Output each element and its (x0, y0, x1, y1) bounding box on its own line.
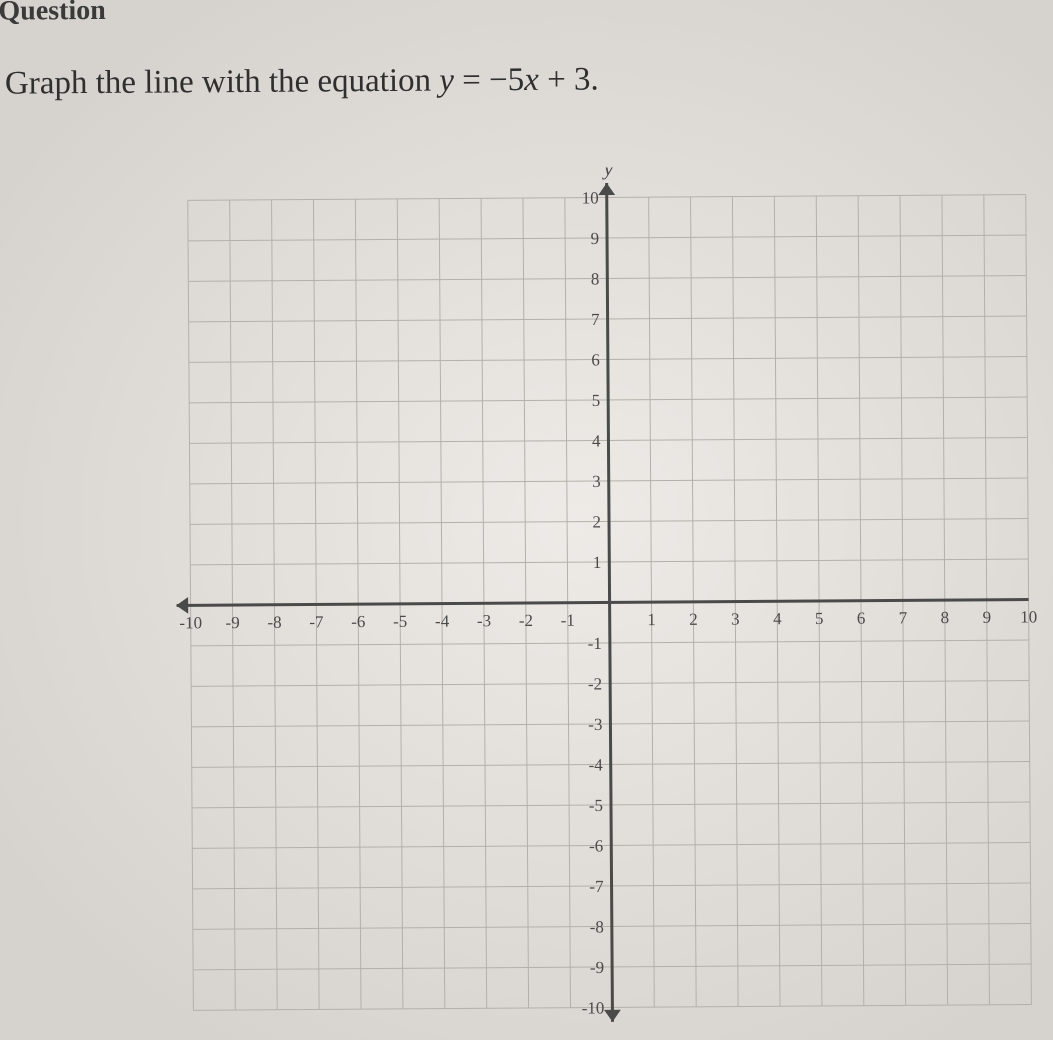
svg-text:-7: -7 (309, 612, 324, 631)
svg-text:3: 3 (731, 610, 740, 629)
svg-text:-2: -2 (519, 611, 533, 630)
svg-text:7: 7 (899, 608, 908, 627)
svg-text:3: 3 (592, 472, 601, 491)
svg-text:6: 6 (857, 609, 866, 628)
svg-text:-4: -4 (588, 755, 603, 774)
svg-text:1: 1 (647, 610, 656, 629)
svg-text:1: 1 (593, 553, 602, 572)
svg-text:-8: -8 (267, 613, 281, 632)
svg-text:-5: -5 (393, 612, 407, 631)
svg-text:-7: -7 (589, 877, 604, 896)
svg-text:5: 5 (592, 391, 601, 410)
svg-text:y: y (602, 164, 614, 180)
equation-rhs: −5x + 3. (489, 61, 599, 98)
svg-text:5: 5 (815, 609, 824, 628)
svg-text:8: 8 (591, 269, 600, 288)
svg-text:-9: -9 (225, 613, 239, 632)
equation-y: y (439, 62, 454, 98)
coordinate-grid: -10 -9 -8 -7 -6 -5 -4 -3 -2 -1 1 2 3 4 5 6 7 8 9 10 -10 -9 -8 -… (174, 164, 1050, 1040)
svg-text:-10: -10 (179, 613, 202, 632)
svg-text:-3: -3 (477, 611, 491, 630)
svg-text:8: 8 (941, 608, 950, 627)
svg-text:-2: -2 (588, 674, 602, 693)
section-heading: Question (0, 0, 106, 28)
svg-text:-4: -4 (435, 612, 450, 631)
svg-text:-3: -3 (588, 715, 602, 734)
svg-text:-8: -8 (590, 917, 604, 936)
svg-text:-9: -9 (590, 958, 604, 977)
svg-text:-5: -5 (589, 796, 603, 815)
svg-text:4: 4 (773, 609, 782, 628)
svg-text:2: 2 (689, 610, 698, 629)
svg-text:7: 7 (591, 310, 600, 329)
question-prompt: Graph the line with the equation y = −5x… (5, 61, 599, 102)
svg-text:10: 10 (582, 188, 599, 207)
svg-text:6: 6 (591, 350, 600, 369)
grid-svg: -10 -9 -8 -7 -6 -5 -4 -3 -2 -1 1 2 3 4 5 6 7 8 9 10 -10 -9 -8 -… (174, 164, 1050, 1040)
svg-text:-6: -6 (589, 836, 603, 855)
prompt-prefix: Graph the line with the equation (5, 63, 440, 102)
equation: y = −5x + 3. (439, 61, 599, 98)
svg-text:-1: -1 (561, 611, 575, 630)
equation-eq: = (454, 62, 489, 98)
svg-text:-10: -10 (582, 998, 605, 1017)
svg-text:4: 4 (592, 431, 601, 450)
svg-text:9: 9 (982, 608, 991, 627)
svg-text:-1: -1 (588, 634, 602, 653)
svg-text:2: 2 (592, 512, 601, 531)
svg-text:9: 9 (590, 229, 599, 248)
svg-text:-6: -6 (351, 612, 365, 631)
svg-text:10: 10 (1020, 607, 1037, 626)
